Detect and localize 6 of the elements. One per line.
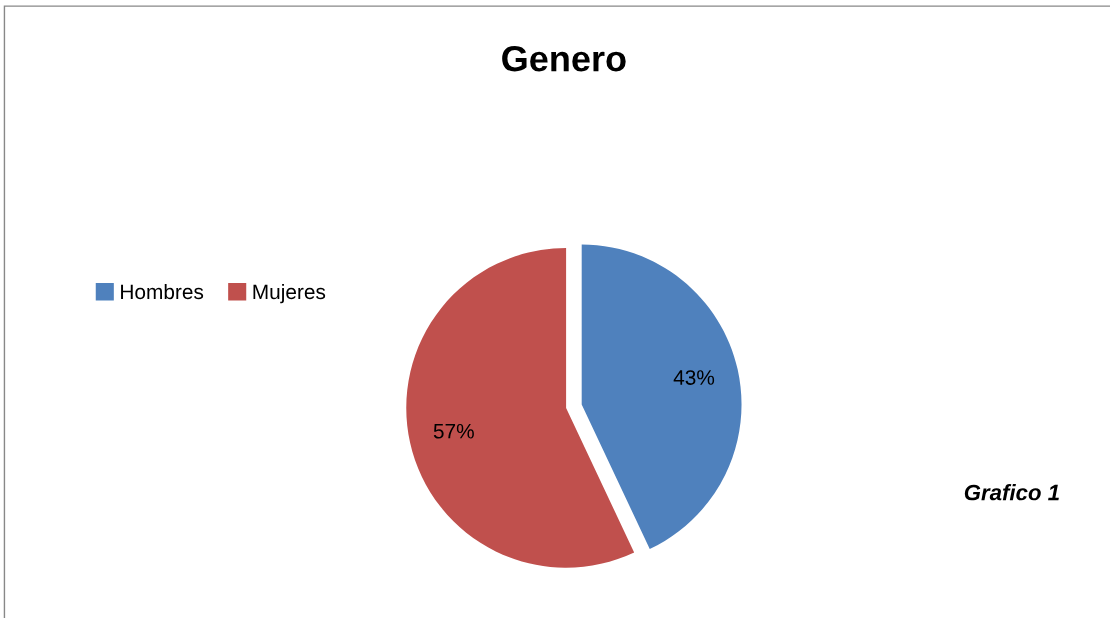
data-label: 57% (433, 423, 474, 439)
legend-label: Mujeres (253, 283, 326, 304)
chart-title: Genero (502, 45, 626, 72)
text: Grafico 1 (964, 484, 1059, 501)
legend-label: Hombres (121, 283, 204, 300)
data-label: 43% (673, 370, 715, 385)
